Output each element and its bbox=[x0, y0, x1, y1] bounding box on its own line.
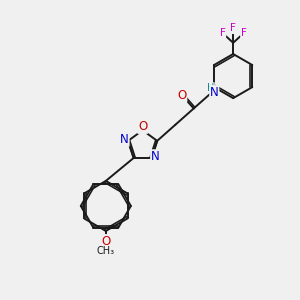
Text: CH₃: CH₃ bbox=[97, 246, 115, 256]
Text: N: N bbox=[210, 86, 219, 99]
Text: N: N bbox=[151, 150, 160, 163]
Text: F: F bbox=[230, 23, 236, 33]
Text: F: F bbox=[241, 28, 247, 38]
Text: O: O bbox=[101, 235, 110, 248]
Text: F: F bbox=[220, 28, 226, 38]
Text: N: N bbox=[120, 133, 129, 146]
Text: O: O bbox=[138, 120, 147, 133]
Text: O: O bbox=[177, 89, 187, 102]
Text: H: H bbox=[207, 83, 214, 93]
